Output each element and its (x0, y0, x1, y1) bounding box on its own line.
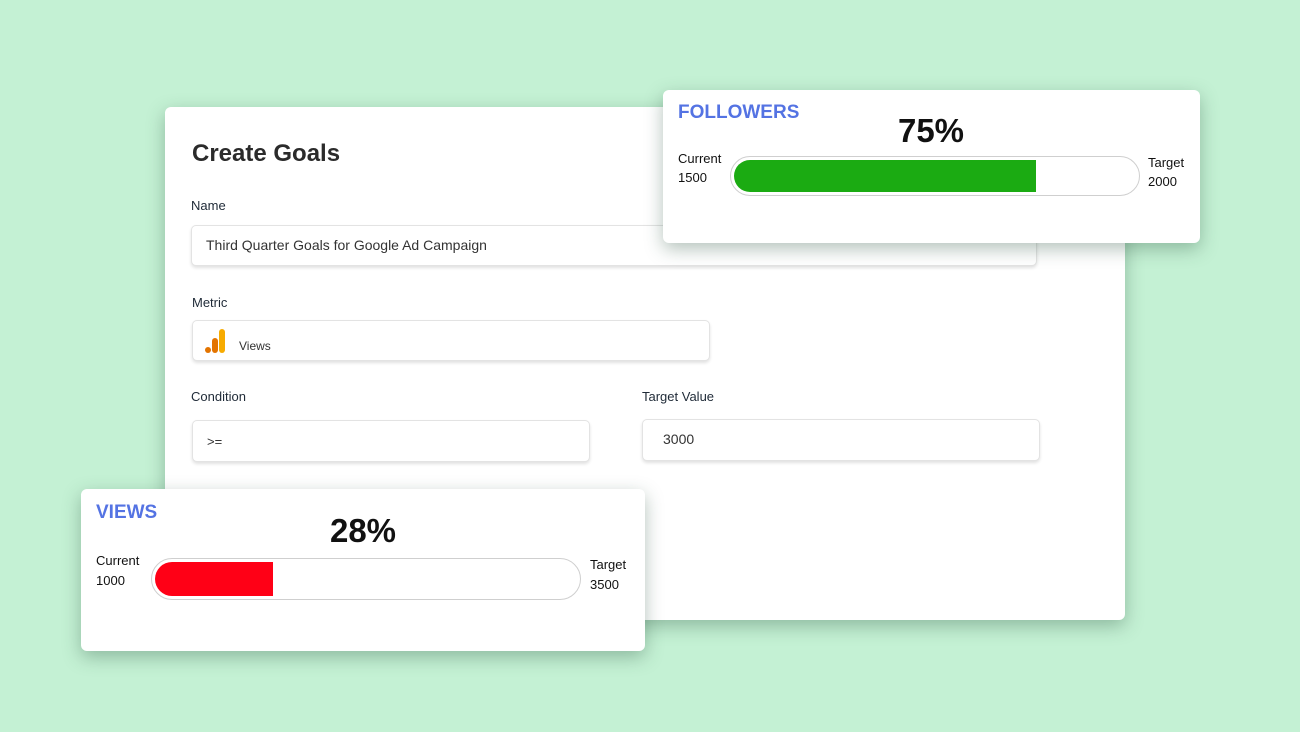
card-percent: 75% (897, 112, 965, 149)
metric-value: Views (239, 339, 271, 353)
current-value: 1500 (678, 170, 707, 185)
form-title: Create Goals (192, 140, 341, 167)
progress-track (151, 558, 581, 600)
current-label: Current (96, 553, 140, 568)
metric-select[interactable]: Views (192, 320, 710, 361)
progress-track (730, 156, 1140, 196)
analytics-icon (205, 329, 225, 353)
target-value-input[interactable]: 3000 (642, 419, 1040, 461)
name-value: Third Quarter Goals for Google Ad Campai… (206, 237, 487, 253)
condition-value: >= (207, 434, 223, 449)
target-value: 3000 (663, 431, 695, 447)
condition-select[interactable]: >= (192, 420, 590, 462)
condition-label: Condition (191, 389, 246, 404)
target-number: 3500 (590, 577, 619, 592)
current-label: Current (678, 151, 722, 166)
progress-fill (734, 160, 1036, 192)
target-label: Target (590, 557, 627, 572)
current-value: 1000 (96, 573, 125, 588)
card-title: VIEWS (96, 502, 158, 523)
target-number: 2000 (1148, 174, 1177, 189)
target-label: Target (1148, 155, 1185, 170)
followers-card: FOLLOWERS 75% Current 1500 Target 2000 (663, 90, 1200, 243)
target-value-label: Target Value (642, 389, 715, 404)
card-title: FOLLOWERS (678, 102, 800, 123)
progress-fill (155, 562, 274, 596)
metric-label: Metric (192, 295, 228, 310)
name-label: Name (191, 198, 226, 213)
card-percent: 28% (329, 512, 397, 549)
views-card: VIEWS 28% Current 1000 Target 3500 (81, 489, 645, 651)
